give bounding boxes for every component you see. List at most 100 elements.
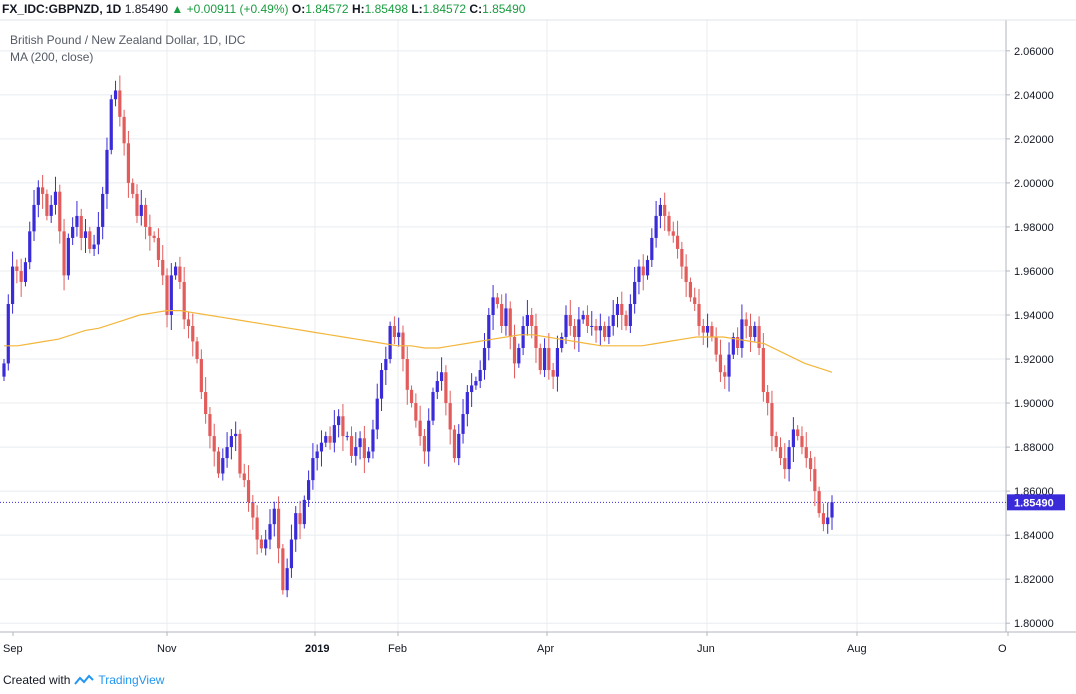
candle-body	[645, 259, 650, 276]
candle-body	[753, 326, 757, 338]
candle-body	[761, 348, 765, 393]
candle-body	[830, 502, 834, 518]
candle-body	[96, 226, 100, 245]
candle-body	[671, 231, 675, 236]
candle-body	[199, 359, 203, 393]
candle-body	[718, 354, 723, 373]
candle-body	[598, 326, 602, 331]
candle-body	[435, 381, 439, 393]
candle-body	[641, 266, 645, 276]
candle-body	[418, 420, 422, 437]
candle-body	[105, 149, 109, 194]
candle-body	[315, 451, 319, 459]
candle-body	[457, 433, 461, 459]
candle-body	[409, 389, 414, 404]
candle-body	[156, 237, 161, 260]
candle-body	[255, 517, 259, 540]
candle-body	[517, 348, 521, 364]
candle-body	[500, 303, 504, 326]
high-label: H:	[351, 2, 365, 16]
x-axis[interactable]: Sep Nov 2019 Feb Apr Jun Aug O	[3, 632, 1009, 655]
candle-body	[804, 447, 808, 459]
candle-body	[813, 469, 817, 492]
candle-body	[53, 191, 58, 205]
candle-body	[766, 392, 770, 404]
candle-body	[225, 447, 229, 459]
candle-body	[349, 436, 354, 456]
candle-body	[302, 499, 306, 525]
candle-body	[238, 433, 242, 474]
candle-body	[572, 326, 577, 338]
candle-body	[744, 319, 748, 326]
candle-body	[143, 204, 148, 227]
candle-body	[658, 204, 662, 216]
candle-body	[32, 204, 36, 232]
candle-body	[379, 370, 384, 399]
candle-body	[422, 436, 427, 452]
candle-body	[285, 568, 289, 591]
candle-body	[495, 297, 499, 304]
y-tick-label: 2.04000	[1014, 90, 1054, 102]
open-label: O:	[291, 2, 306, 16]
candle-body	[375, 398, 379, 430]
candle-body	[36, 187, 40, 205]
last-price-badge-bg	[1007, 494, 1065, 511]
candle-body	[620, 303, 624, 315]
candle-body	[307, 480, 311, 500]
candle-body	[294, 513, 298, 540]
candle-body	[448, 403, 452, 430]
candle-body	[345, 436, 349, 438]
candle-body	[560, 337, 564, 349]
candle-body	[101, 193, 105, 227]
symbol-name[interactable]: FX_IDC:GBPNZD, 1D	[2, 2, 122, 16]
candle-body	[748, 326, 753, 338]
candle-body	[680, 248, 684, 267]
candle-body	[778, 447, 783, 459]
candle-body	[405, 359, 409, 390]
candle-body	[808, 458, 813, 470]
candle-body	[135, 193, 139, 216]
candle-body	[88, 231, 92, 249]
candle-body	[311, 458, 315, 481]
candle-body	[607, 326, 611, 338]
chart-title: British Pound / New Zealand Dollar, 1D, …	[10, 33, 246, 47]
x-tick-label: Apr	[537, 643, 554, 655]
candle-body	[650, 237, 654, 260]
candle-body	[791, 429, 795, 448]
candle-body	[723, 372, 727, 377]
x-tick-label: Nov	[157, 643, 177, 655]
y-tick-label: 1.88000	[1014, 442, 1054, 454]
candle-body	[131, 182, 135, 194]
up-arrow-icon: ▲	[171, 2, 184, 16]
candle-body	[474, 381, 478, 386]
candle-body	[654, 215, 658, 238]
candle-body	[547, 348, 551, 371]
y-axis[interactable]: 2.06000 2.04000 2.02000 2.00000 1.98000 1.960…	[1006, 46, 1054, 630]
tradingview-logo-icon	[74, 674, 95, 685]
candle-body	[165, 275, 169, 315]
candle-body	[161, 259, 165, 276]
y-tick-label: 2.02000	[1014, 134, 1054, 146]
candle-body	[19, 270, 23, 282]
candle-body	[628, 303, 632, 326]
close-label: C:	[469, 2, 483, 16]
candle-body	[328, 436, 332, 443]
brand-link[interactable]: TradingView	[98, 673, 165, 687]
candle-body	[371, 429, 375, 452]
candle-body	[324, 436, 328, 443]
candle-body	[667, 215, 671, 232]
candle-body	[152, 235, 156, 238]
candle-body	[414, 403, 418, 421]
candle-body	[212, 436, 216, 452]
candle-body	[800, 436, 804, 448]
open-value: 1.84572	[305, 2, 349, 16]
candle-body	[62, 231, 66, 276]
candle-body	[727, 354, 731, 377]
candle-body	[66, 237, 70, 276]
grid-lines	[0, 20, 1006, 632]
candle-body	[10, 266, 15, 304]
candle-body	[23, 262, 28, 282]
candle-body	[663, 204, 667, 216]
candle-body	[126, 143, 131, 183]
